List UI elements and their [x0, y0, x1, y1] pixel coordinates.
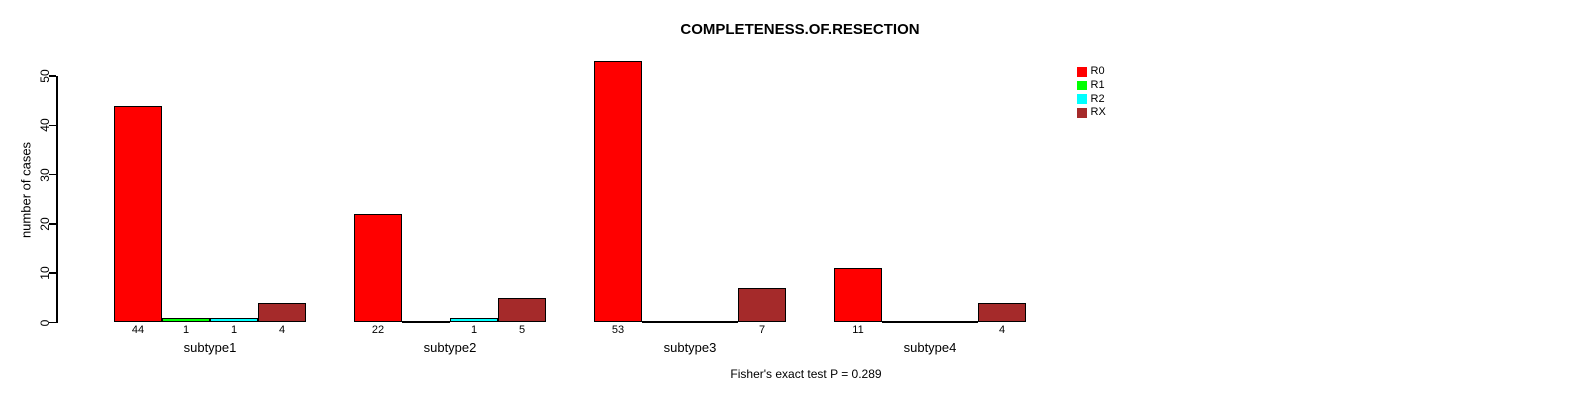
zero-bar-r2-subtype4 [930, 321, 978, 323]
legend-swatch-r0 [1077, 67, 1087, 77]
legend-row-rx: RX [1077, 106, 1106, 120]
legend-swatch-r2 [1077, 94, 1087, 104]
bar-value-label: 1 [182, 324, 190, 336]
y-tick-label: 50 [38, 69, 52, 83]
bar-rx-subtype4 [978, 302, 1026, 323]
zero-bar-r2-subtype3 [690, 321, 738, 323]
chart-title: COMPLETENESS.OF.RESECTION [680, 21, 920, 38]
bar-r1-subtype1 [162, 317, 210, 323]
legend-label: RX [1090, 106, 1106, 119]
bar-r0-subtype4 [834, 268, 882, 323]
legend-label: R1 [1090, 79, 1105, 92]
legend-label: R0 [1090, 65, 1105, 78]
bar-value-label: 5 [518, 324, 526, 336]
bar-r0-subtype2 [354, 214, 402, 323]
bar-r2-subtype2 [450, 317, 498, 323]
legend: R0 R1 R2 RX [1077, 65, 1106, 120]
legend-row-r0: R0 [1077, 65, 1106, 79]
zero-bar-r1-subtype2 [402, 321, 450, 323]
bar-value-label: 11 [852, 324, 864, 336]
zero-bar-r1-subtype3 [642, 321, 690, 323]
bar-r0-subtype1 [114, 105, 162, 323]
y-tick-label: 10 [38, 266, 52, 280]
y-tick-mark [49, 173, 56, 176]
legend-label: R2 [1090, 92, 1105, 105]
bar-value-label: 4 [998, 324, 1006, 336]
category-label-subtype3: subtype3 [663, 340, 717, 355]
y-tick-label: 30 [38, 167, 52, 182]
bar-value-label: 7 [758, 324, 766, 336]
bar-value-label: 22 [371, 324, 385, 336]
y-tick-label: 0 [38, 319, 52, 326]
bar-value-label: 1 [230, 324, 238, 336]
y-tick-mark [49, 321, 56, 324]
y-tick-mark [49, 124, 56, 127]
legend-swatch-r1 [1077, 80, 1087, 91]
bar-value-label: 53 [611, 324, 625, 336]
stat-annotation: Fisher's exact test P = 0.289 [730, 367, 882, 381]
category-label-subtype4: subtype4 [903, 340, 957, 355]
bar-value-label: 4 [278, 324, 286, 336]
bar-value-label: 1 [470, 324, 478, 336]
y-tick-mark [49, 75, 56, 77]
category-label-subtype1: subtype1 [183, 340, 237, 355]
y-axis-label: number of cases [18, 141, 34, 239]
legend-row-r2: R2 [1077, 92, 1106, 106]
bar-rx-subtype1 [258, 302, 306, 323]
y-tick-mark [49, 223, 56, 225]
bar-rx-subtype2 [498, 297, 546, 323]
bar-r0-subtype3 [594, 61, 642, 323]
category-label-subtype2: subtype2 [423, 340, 477, 355]
y-tick-label: 20 [38, 217, 52, 231]
y-tick-label: 40 [38, 118, 52, 132]
bar-rx-subtype3 [738, 287, 786, 323]
bar-r2-subtype1 [210, 317, 258, 323]
y-tick-mark [49, 272, 56, 274]
y-axis-line [56, 76, 58, 323]
legend-swatch-rx [1077, 108, 1087, 118]
bar-value-label: 44 [131, 324, 145, 336]
legend-row-r1: R1 [1077, 79, 1106, 93]
zero-bar-r1-subtype4 [882, 321, 930, 323]
